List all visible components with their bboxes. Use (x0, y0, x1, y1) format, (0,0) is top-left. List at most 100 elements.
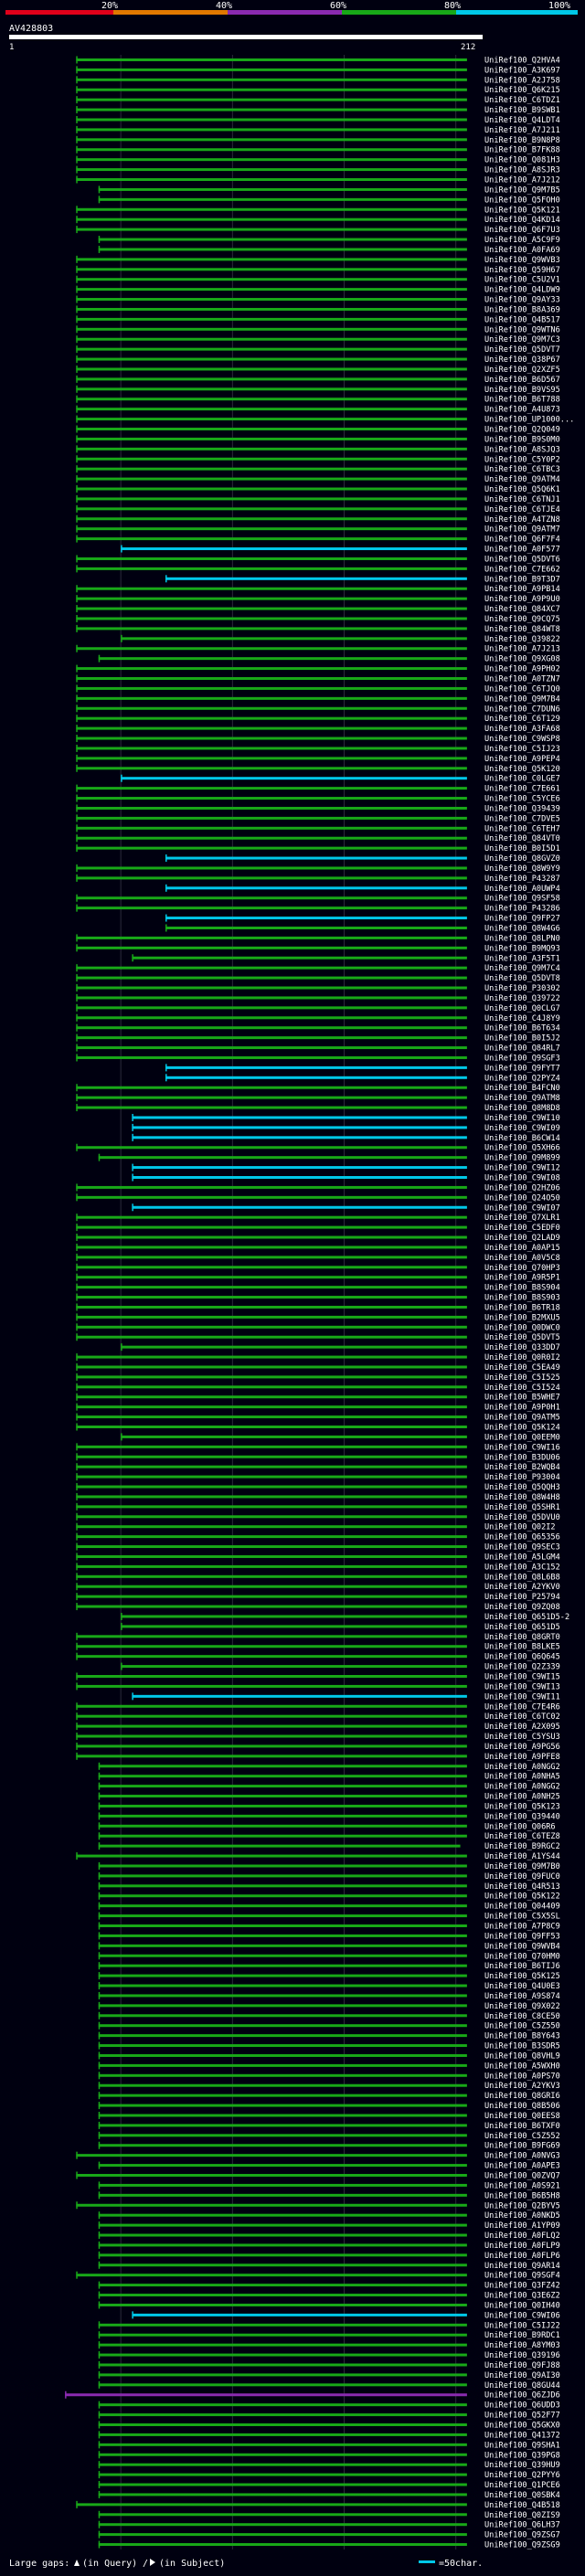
hit-label[interactable]: UniRef100_A0NH25 (484, 1793, 560, 1802)
hit-row[interactable]: UniRef100_Q4U0E3 (98, 1982, 560, 1991)
hit-bar[interactable] (98, 2294, 467, 2297)
hit-row[interactable]: UniRef100_Q9WVB3 (76, 255, 560, 265)
hit-bar[interactable] (98, 2223, 467, 2227)
hit-row[interactable]: UniRef100_Q9M7B5 (98, 186, 560, 195)
hit-row[interactable]: UniRef100_B5WHE7 (76, 1393, 560, 1403)
hit-label[interactable]: UniRef100_Q9AR14 (484, 2262, 560, 2271)
hit-bar[interactable] (76, 1375, 467, 1379)
hit-bar[interactable] (98, 2533, 467, 2537)
hit-label[interactable]: UniRef100_A9R5P1 (484, 1274, 560, 1283)
hit-row[interactable]: UniRef100_Q3FZ42 (98, 2281, 560, 2291)
hit-bar[interactable] (98, 2044, 467, 2048)
hit-row[interactable]: UniRef100_P43286 (76, 904, 560, 914)
hit-bar[interactable] (98, 1844, 461, 1848)
hit-bar[interactable] (98, 1974, 467, 1977)
hit-bar[interactable] (76, 597, 467, 600)
hit-row[interactable]: UniRef100_B9SWB1 (76, 106, 560, 115)
hit-bar[interactable] (98, 2004, 467, 2008)
hit-bar[interactable] (76, 627, 467, 631)
hit-bar[interactable] (121, 1665, 467, 1669)
hit-row[interactable]: UniRef100_A5WXH0 (98, 2062, 560, 2071)
hit-bar[interactable] (98, 2413, 467, 2417)
hit-bar[interactable] (98, 1785, 467, 1788)
hit-row[interactable]: UniRef100_Q4LDW9 (76, 285, 560, 295)
hit-bar[interactable] (76, 647, 467, 651)
hit-label[interactable]: UniRef100_A0NGG2 (484, 1783, 560, 1792)
hit-row[interactable]: UniRef100_Q9SHA1 (98, 2441, 560, 2450)
hit-label[interactable]: UniRef100_C5YCE6 (484, 795, 560, 804)
hit-label[interactable]: UniRef100_B6TR18 (484, 1303, 560, 1312)
hit-bar[interactable] (98, 1795, 467, 1798)
hit-row[interactable]: UniRef100_Q39440 (98, 1812, 560, 1821)
hit-bar[interactable] (76, 207, 467, 211)
hit-bar[interactable] (98, 2164, 467, 2168)
hit-label[interactable]: UniRef100_C9WI07 (484, 1203, 560, 1213)
hit-bar[interactable] (76, 2154, 467, 2157)
hit-row[interactable]: UniRef100_Q9ATM4 (76, 475, 560, 484)
hit-row[interactable]: UniRef100_Q8LPN0 (76, 934, 560, 943)
hit-bar[interactable] (76, 1086, 467, 1089)
hit-row[interactable]: UniRef100_C6TJQ0 (76, 684, 560, 694)
hit-bar[interactable] (165, 917, 467, 920)
hit-bar[interactable] (132, 1166, 467, 1170)
hit-row[interactable]: UniRef100_B9RDC1 (98, 2331, 560, 2340)
hit-label[interactable]: UniRef100_A0AP15 (484, 1244, 560, 1253)
hit-bar[interactable] (132, 956, 467, 959)
hit-row[interactable]: UniRef100_Q2Q049 (76, 425, 560, 435)
hit-row[interactable]: UniRef100_Q2XZF5 (76, 365, 560, 375)
hit-bar[interactable] (98, 1954, 467, 1957)
hit-label[interactable]: UniRef100_Q0DWC0 (484, 1323, 560, 1332)
hit-row[interactable]: UniRef100_C9WI07 (132, 1203, 560, 1213)
hit-label[interactable]: UniRef100_Q8GRI6 (484, 2092, 560, 2101)
hit-label[interactable]: UniRef100_C5Z552 (484, 2132, 560, 2141)
hit-row[interactable]: UniRef100_Q9ZQ08 (76, 1603, 560, 1612)
hit-row[interactable]: UniRef100_Q02I2 (76, 1522, 556, 1532)
hit-row[interactable]: UniRef100_C7DUN6 (76, 705, 560, 714)
hit-row[interactable]: UniRef100_A3K697 (76, 66, 560, 75)
hit-bar[interactable] (132, 1694, 467, 1698)
hit-bar[interactable] (76, 1185, 467, 1189)
hit-row[interactable]: UniRef100_A2YKV3 (98, 2082, 560, 2091)
hit-row[interactable]: UniRef100_B8S903 (76, 1293, 560, 1303)
hit-row[interactable]: UniRef100_Q39822 (121, 634, 560, 644)
hit-bar[interactable] (76, 1395, 467, 1399)
hit-row[interactable]: UniRef100_Q8GU44 (98, 2380, 560, 2390)
hit-bar[interactable] (76, 517, 467, 521)
hit-row[interactable]: UniRef100_C9WI08 (132, 1173, 560, 1183)
hit-row[interactable]: UniRef100_C9WI16 (76, 1443, 560, 1452)
hit-row[interactable]: UniRef100_Q70HP3 (76, 1263, 560, 1273)
hit-row[interactable]: UniRef100_Q5Q6K1 (76, 485, 560, 494)
hit-row[interactable]: UniRef100_A0NH25 (98, 1792, 560, 1802)
hit-label[interactable]: UniRef100_A9PG56 (484, 1743, 560, 1752)
hit-bar[interactable] (76, 677, 467, 680)
hit-row[interactable]: UniRef100_C5X5SL (98, 1912, 560, 1922)
hit-row[interactable]: UniRef100_Q9XG08 (98, 654, 560, 664)
hit-label[interactable]: UniRef100_Q9CQ75 (484, 615, 560, 624)
hit-row[interactable]: UniRef100_Q33DD7 (121, 1343, 560, 1352)
hit-bar[interactable] (165, 577, 467, 580)
hit-row[interactable]: UniRef100_Q9ZSG7 (98, 2530, 560, 2540)
hit-row[interactable]: UniRef100_B6T788 (76, 395, 560, 405)
hit-bar[interactable] (76, 447, 467, 451)
hit-label[interactable]: UniRef100_Q84XC7 (484, 605, 560, 614)
hit-bar[interactable] (76, 1276, 467, 1279)
hit-bar[interactable] (76, 1635, 467, 1638)
hit-bar[interactable] (76, 896, 467, 900)
hit-label[interactable]: UniRef100_Q2LAD9 (484, 1234, 560, 1243)
hit-bar[interactable] (76, 1724, 467, 1728)
hit-bar[interactable] (76, 557, 467, 560)
hit-row[interactable]: UniRef100_Q0DWC0 (76, 1323, 560, 1332)
hit-bar[interactable] (76, 2174, 467, 2177)
hit-row[interactable]: UniRef100_Q6ZJD6 (65, 2390, 560, 2401)
hit-bar[interactable] (76, 1426, 467, 1428)
hit-bar[interactable] (98, 1964, 467, 1967)
hit-bar[interactable] (98, 2463, 467, 2466)
hit-row[interactable]: UniRef100_B6T634 (76, 1023, 560, 1034)
hit-row[interactable]: UniRef100_A9P9U0 (76, 595, 560, 604)
hit-bar[interactable] (76, 278, 467, 281)
hit-label[interactable]: UniRef100_Q9ATM7 (484, 525, 560, 535)
hit-label[interactable]: UniRef100_Q8B506 (484, 2102, 560, 2111)
hit-bar[interactable] (76, 706, 467, 710)
hit-row[interactable]: UniRef100_Q84RL7 (76, 1044, 560, 1054)
hit-bar[interactable] (76, 98, 467, 101)
